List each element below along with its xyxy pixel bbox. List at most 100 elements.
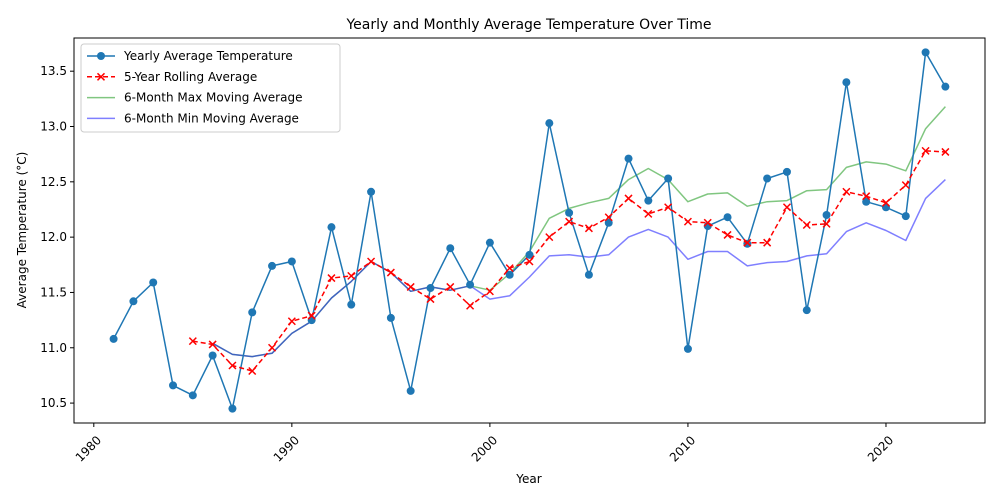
y-tick-label: 10.5 bbox=[40, 396, 67, 410]
data-point bbox=[149, 278, 158, 287]
data-point bbox=[763, 238, 772, 247]
data-point bbox=[565, 208, 574, 217]
data-point bbox=[802, 306, 811, 315]
data-point bbox=[327, 223, 336, 232]
data-point bbox=[545, 233, 554, 242]
data-point bbox=[466, 280, 475, 289]
data-point bbox=[466, 301, 475, 310]
data-point bbox=[169, 381, 178, 390]
chart-title: Yearly and Monthly Average Temperature O… bbox=[345, 17, 711, 33]
data-point bbox=[208, 351, 217, 360]
data-point bbox=[664, 174, 673, 183]
data-point bbox=[386, 313, 395, 322]
data-point bbox=[307, 316, 316, 325]
legend-marker bbox=[97, 52, 105, 60]
y-tick-label: 13.0 bbox=[40, 120, 67, 134]
data-point bbox=[386, 268, 395, 277]
data-point bbox=[525, 257, 534, 266]
data-point bbox=[763, 174, 772, 183]
data-point bbox=[426, 284, 435, 293]
data-point bbox=[862, 197, 871, 206]
data-point bbox=[723, 230, 732, 239]
data-point bbox=[188, 391, 197, 400]
y-tick-label: 12.0 bbox=[40, 230, 67, 244]
data-point bbox=[842, 187, 851, 196]
data-point bbox=[604, 213, 613, 222]
data-point bbox=[644, 209, 653, 218]
data-point bbox=[406, 282, 415, 291]
y-axis: 10.5 11.0 11.5 12.0 12.5 13.0 13.5 bbox=[40, 64, 74, 410]
data-point bbox=[248, 308, 257, 317]
data-point bbox=[802, 220, 811, 229]
data-point bbox=[505, 270, 514, 279]
data-point bbox=[584, 270, 593, 279]
y-tick-label: 13.5 bbox=[40, 64, 67, 78]
data-point bbox=[367, 257, 376, 266]
legend-box bbox=[80, 43, 341, 133]
data-point bbox=[446, 282, 455, 291]
data-point bbox=[525, 250, 534, 259]
data-point bbox=[822, 211, 831, 220]
data-point bbox=[347, 271, 356, 280]
legend-label: Yearly Average Temperature bbox=[123, 49, 293, 63]
data-point bbox=[426, 295, 435, 304]
data-point bbox=[921, 48, 930, 57]
legend-label: 5-Year Rolling Average bbox=[124, 70, 257, 84]
y-tick-label: 12.5 bbox=[40, 175, 67, 189]
data-point bbox=[644, 196, 653, 205]
data-point bbox=[129, 297, 138, 306]
data-point bbox=[782, 203, 791, 212]
data-point bbox=[406, 386, 415, 395]
data-point bbox=[604, 218, 613, 227]
data-point bbox=[347, 300, 356, 309]
legend-label: 6-Month Max Moving Average bbox=[124, 91, 302, 105]
legend-marker bbox=[96, 72, 106, 81]
plot-frame bbox=[73, 37, 986, 424]
data-point bbox=[228, 404, 237, 413]
data-point bbox=[287, 257, 296, 266]
data-point bbox=[901, 212, 910, 221]
data-point bbox=[624, 194, 633, 203]
data-point bbox=[881, 203, 890, 212]
data-point bbox=[782, 167, 791, 176]
y-tick-label: 11.0 bbox=[40, 341, 67, 355]
legend-label: 6-Month Min Moving Average bbox=[124, 111, 299, 125]
data-point bbox=[268, 343, 277, 352]
y-axis-title: Average Temperature (°C) bbox=[15, 152, 29, 309]
data-point bbox=[545, 119, 554, 128]
x-axis-title: Year bbox=[515, 472, 541, 486]
data-point bbox=[188, 337, 197, 346]
data-point bbox=[505, 264, 514, 273]
data-point bbox=[842, 78, 851, 87]
data-point bbox=[723, 213, 732, 222]
data-point bbox=[446, 244, 455, 253]
data-point bbox=[268, 261, 277, 270]
data-point bbox=[703, 218, 712, 227]
data-point bbox=[683, 344, 692, 353]
data-point bbox=[624, 154, 633, 163]
data-point bbox=[941, 82, 950, 91]
data-point bbox=[683, 217, 692, 226]
data-point bbox=[485, 287, 494, 296]
data-point bbox=[584, 224, 593, 233]
series-layer bbox=[109, 48, 950, 413]
legend: Yearly Average Temperature 5-Year Rolling… bbox=[80, 43, 341, 133]
data-point bbox=[822, 219, 831, 228]
data-point bbox=[743, 238, 752, 247]
data-point bbox=[565, 217, 574, 226]
y-tick-label: 11.5 bbox=[40, 285, 67, 299]
data-point bbox=[109, 334, 118, 343]
data-point bbox=[228, 361, 237, 370]
data-point bbox=[901, 181, 910, 190]
data-point bbox=[485, 238, 494, 247]
data-point bbox=[921, 146, 930, 155]
data-point bbox=[664, 203, 673, 212]
series-line-6-month-min-moving-average bbox=[212, 179, 946, 358]
data-point bbox=[248, 366, 257, 376]
data-point bbox=[208, 340, 217, 349]
plot-area bbox=[73, 37, 986, 424]
data-point bbox=[307, 311, 316, 320]
data-point bbox=[941, 147, 950, 156]
data-point bbox=[862, 192, 871, 201]
